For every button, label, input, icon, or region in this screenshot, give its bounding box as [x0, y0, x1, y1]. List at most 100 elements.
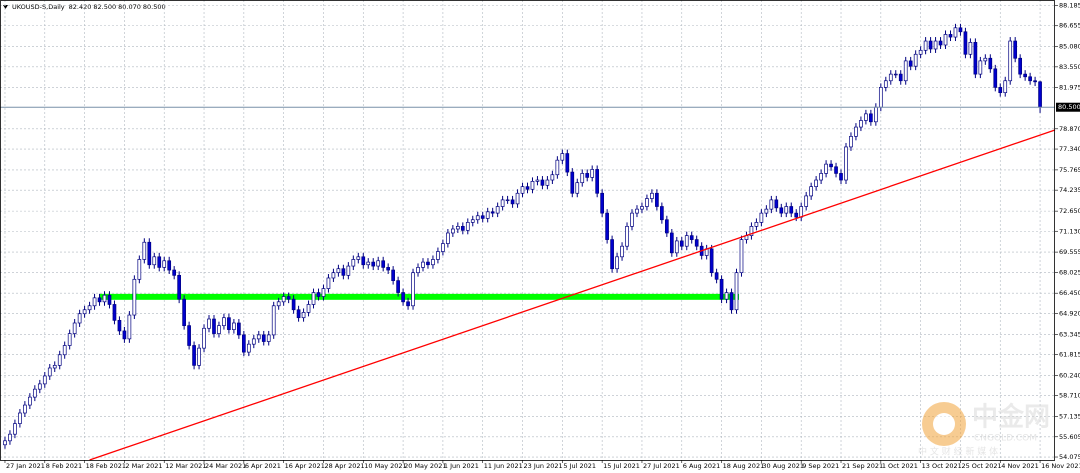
header-value: 82.500 — [93, 3, 116, 11]
header-arrow — [3, 5, 8, 9]
candle-body — [540, 179, 545, 186]
candle-body — [615, 256, 619, 270]
candle-body — [401, 292, 405, 303]
x-tick-label: 9 Sep 2021 — [802, 462, 839, 470]
candle-body — [167, 260, 172, 271]
candle-body — [555, 159, 560, 176]
candle-body — [600, 192, 604, 214]
candle-body — [37, 383, 42, 390]
x-tick-label: 24 Mar 2021 — [205, 462, 246, 470]
candle-body — [1038, 81, 1042, 108]
candle-body — [560, 153, 565, 161]
candle-body — [968, 42, 973, 55]
candle-body — [316, 292, 321, 297]
candle-body — [1008, 40, 1013, 82]
candle-body — [689, 235, 694, 240]
x-tick-label: 4 Nov 2021 — [1001, 462, 1039, 470]
candle-body — [122, 330, 127, 340]
candle-body — [197, 347, 201, 366]
candle-body — [142, 241, 147, 260]
candle-body — [913, 53, 918, 67]
candle-body — [416, 267, 420, 274]
candle-body — [227, 317, 231, 330]
candle-body — [684, 235, 689, 247]
candle-body — [799, 206, 804, 218]
candle-body — [431, 259, 435, 266]
candle-body — [451, 228, 455, 234]
candle-body — [500, 199, 505, 207]
candle-body — [809, 186, 813, 197]
candle-body — [246, 343, 251, 353]
candle-body — [525, 186, 530, 190]
current-price-box — [1056, 102, 1080, 112]
candle-body — [1013, 40, 1018, 59]
candle-body — [754, 222, 759, 227]
candle-body — [630, 212, 634, 227]
candle-body — [23, 404, 27, 414]
candle-body — [834, 166, 838, 174]
x-tick-label: 30 Aug 2021 — [762, 462, 804, 470]
candle-body — [172, 269, 177, 276]
candle-body — [1003, 80, 1008, 94]
candle-body — [222, 317, 226, 326]
candle-body — [874, 106, 878, 123]
candle-body — [331, 272, 336, 279]
y-tick-label: 83.550 — [1059, 63, 1080, 71]
candle-body — [859, 120, 863, 128]
candle-body — [107, 294, 112, 305]
x-tick-label: 15 Jul 2021 — [603, 462, 640, 470]
candle-body — [441, 243, 445, 252]
candle-body — [460, 226, 465, 231]
candle-body — [386, 267, 391, 271]
x-tick-label: 23 Jun 2021 — [524, 462, 563, 470]
y-tick-label: 64.920 — [1059, 309, 1080, 317]
candle-body — [117, 319, 122, 332]
candle-body — [938, 40, 943, 46]
candle-body — [57, 354, 62, 366]
candle-body — [127, 314, 132, 340]
watermark-site: CNGOLD.COM — [974, 434, 1037, 444]
x-tick-label: 10 May 2021 — [364, 462, 406, 470]
candle-body — [724, 292, 729, 300]
candle-body — [709, 248, 714, 274]
candle-body — [112, 304, 117, 321]
candle-body — [769, 199, 774, 210]
candle-body — [898, 73, 903, 82]
candle-body — [829, 163, 833, 168]
candle-body — [207, 318, 211, 329]
candle-body — [620, 245, 624, 258]
candle-body — [545, 179, 550, 186]
candle-body — [664, 219, 669, 234]
candle-body — [366, 261, 371, 266]
candle-body — [426, 261, 430, 266]
candle-body — [530, 181, 535, 190]
candle-body — [580, 173, 585, 184]
current-price-label: 80.500 — [1058, 103, 1080, 111]
x-tick-label: 20 May 2021 — [404, 462, 446, 470]
candle-body — [864, 113, 868, 121]
candle-body — [535, 179, 540, 182]
candle-body — [276, 301, 281, 307]
candle-body — [575, 182, 580, 194]
x-tick-label: 8 Feb 2021 — [46, 462, 82, 470]
trendline — [89, 129, 1056, 461]
candle-body — [794, 212, 799, 218]
candle-body — [336, 268, 341, 274]
candle-body — [734, 272, 739, 311]
x-tick-label: 12 Mar 2021 — [165, 462, 206, 470]
candle-body — [237, 322, 241, 336]
candle-body — [356, 256, 361, 260]
y-tick-label: 54.075 — [1059, 453, 1080, 461]
candle-body — [381, 260, 386, 268]
candle-body — [217, 325, 221, 334]
candle-body — [998, 87, 1003, 94]
y-tick-label: 68.025 — [1059, 268, 1080, 276]
x-tick-label: 6 Aug 2021 — [683, 462, 721, 470]
candle-body — [679, 240, 684, 247]
candle-body — [869, 113, 873, 123]
candle-body — [411, 272, 415, 307]
candle-body — [963, 31, 968, 55]
candle-body — [301, 312, 306, 319]
candle-body — [475, 215, 480, 221]
candle-body — [72, 322, 77, 334]
